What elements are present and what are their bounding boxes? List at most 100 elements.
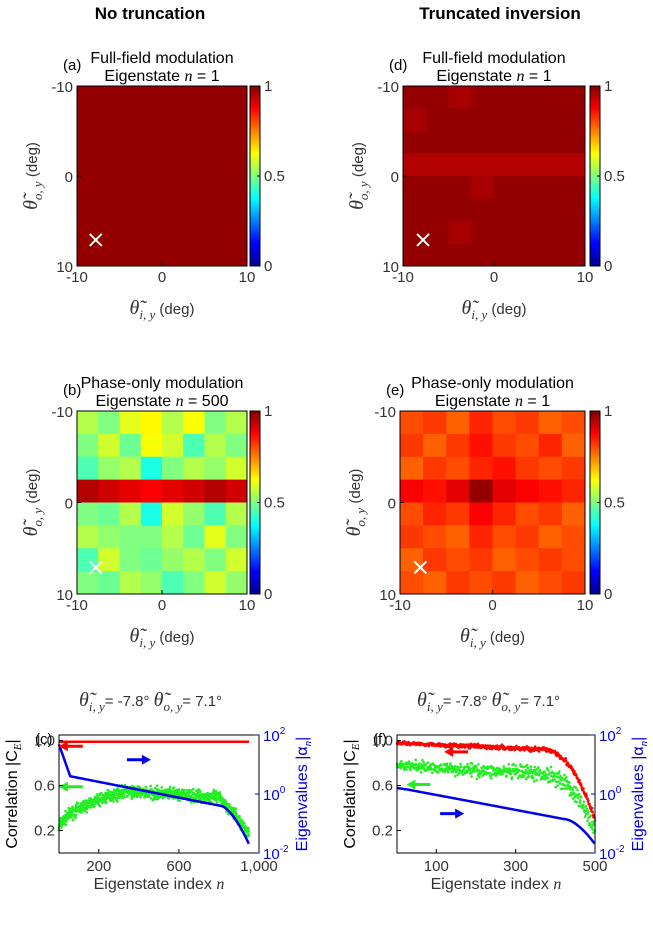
data-point-green	[554, 785, 558, 789]
data-point-green	[64, 823, 68, 827]
data-point-green	[104, 800, 108, 804]
data-point-green	[177, 788, 181, 791]
y-axis-label: θ̃o, y (deg)	[20, 469, 45, 537]
y2-tick-label: 100	[599, 785, 622, 804]
data-point-green	[583, 815, 587, 818]
y-tick-label: 0	[65, 169, 73, 186]
heatmap-cell	[119, 243, 142, 267]
data-point-red	[575, 774, 578, 777]
y-tick-label: 0	[391, 169, 399, 186]
heatmap-cell	[119, 502, 142, 526]
colorbar-tick-label: 0.5	[264, 495, 285, 512]
ylabel-main: Correlation |C	[342, 750, 359, 848]
data-point-red	[590, 806, 594, 810]
heatmap-cell	[515, 433, 540, 458]
data-point-green	[465, 769, 469, 772]
data-point-green	[70, 815, 73, 819]
data-point-green	[583, 810, 586, 814]
data-point-green	[421, 758, 424, 762]
heatmap-cell	[98, 176, 120, 199]
heatmap-cell	[561, 456, 586, 481]
heatmap-cell	[98, 108, 120, 132]
data-point-green	[457, 765, 460, 769]
data-point-green	[478, 775, 481, 779]
header-value: = -7.8°	[105, 693, 154, 710]
axis-unit: (deg)	[347, 469, 364, 508]
heatmap-cell	[98, 153, 120, 177]
heatmap-cell	[425, 243, 449, 267]
data-point-green	[408, 761, 411, 764]
heatmap-cell	[446, 411, 470, 435]
axis-unit: (deg)	[155, 629, 194, 646]
y-tick-label: 0.6	[372, 778, 393, 795]
heatmap-cell	[225, 153, 248, 177]
y-tick-label: 0	[388, 496, 396, 513]
data-point-green	[472, 767, 476, 770]
colorbar-tick-label: 1	[264, 78, 272, 95]
data-point-green	[159, 794, 162, 798]
title-prefix: Eigenstate	[436, 68, 516, 85]
heatmap-cell	[471, 176, 495, 199]
axis-unit: (deg)	[24, 469, 41, 508]
heatmap-cell	[183, 433, 205, 458]
scatter-panel-f: (f)θ̃i, y= -7.8° θ̃o, y= 7.1°100 300 5000.…	[342, 689, 650, 893]
heatmap-cell	[119, 176, 142, 199]
data-point-green	[559, 778, 563, 782]
data-point-green	[576, 788, 579, 792]
heatmap-cell	[98, 456, 120, 481]
data-point-green	[562, 787, 565, 790]
heatmap-cell	[225, 525, 248, 549]
data-point-red	[584, 792, 588, 796]
series-arrowhead-green	[406, 779, 416, 790]
heatmap-cell	[119, 153, 142, 177]
data-point-green	[523, 765, 527, 768]
heatmap-cell	[204, 153, 227, 177]
heatmap-cell	[204, 86, 227, 109]
colorbar-tick-label: 1	[604, 403, 612, 420]
x-axis-label: θ̃i, y (deg)	[460, 625, 525, 650]
heatmap-cell	[77, 108, 99, 132]
heatmap-cell	[204, 131, 227, 154]
tick-exponent: 2	[280, 726, 286, 737]
heatmap-cell	[162, 198, 184, 222]
cross-marker	[413, 560, 428, 575]
x-tick-label: -10	[66, 269, 88, 286]
x-tick-label: 1,000	[240, 858, 278, 875]
data-point-green	[524, 777, 528, 781]
data-point-green	[509, 772, 513, 776]
data-point-red	[527, 746, 531, 749]
ylabel-main: Correlation |C	[4, 750, 21, 848]
data-point-green	[554, 774, 557, 778]
heatmap-cell	[183, 131, 205, 154]
data-point-green	[123, 795, 126, 799]
heatmap-cell	[204, 456, 227, 481]
title-var: n	[516, 68, 524, 85]
data-point-green	[533, 765, 536, 769]
x-tick-label: 600	[166, 858, 191, 875]
data-point-green	[130, 792, 133, 795]
data-point-green	[64, 809, 67, 813]
heatmap-cell	[183, 243, 205, 267]
data-point-green	[525, 763, 529, 767]
heatmap-cell	[140, 198, 163, 222]
heatmap-cell	[561, 571, 586, 595]
data-point-green	[189, 794, 193, 798]
data-point-green	[540, 775, 544, 779]
data-point-green	[426, 761, 430, 764]
heatmap-cell	[77, 131, 99, 154]
data-point-green	[521, 765, 525, 769]
data-point-red	[591, 810, 594, 814]
data-point-green	[473, 769, 477, 772]
heatmap-cell	[77, 433, 99, 458]
heatmap-cell	[494, 198, 518, 222]
panel-title-line1: Full-field modulation	[422, 50, 565, 67]
axis-unit: (deg)	[155, 301, 194, 318]
heatmap-cell	[494, 131, 518, 154]
heatmap-cell	[77, 479, 99, 503]
theta-subscript: i, y	[139, 307, 155, 322]
heatmap-cell	[538, 456, 563, 481]
heatmap-cell	[162, 176, 184, 199]
heatmap-cell	[539, 153, 563, 177]
data-point-green	[532, 780, 536, 783]
heatmap-cell	[162, 456, 184, 481]
